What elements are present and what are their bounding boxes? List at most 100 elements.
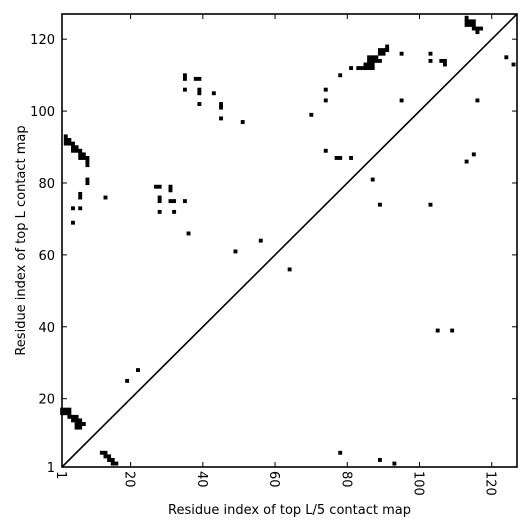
contact-cell-upper — [471, 19, 476, 24]
x-axis-ticks: 1 20 40 60 80 100 120 — [53, 14, 498, 496]
contact-cell-upper — [211, 91, 216, 96]
contact-cell-upper — [219, 102, 223, 106]
contact-cell-upper — [172, 209, 177, 214]
contact-cell-lower — [107, 454, 112, 459]
contact-cell-upper — [323, 87, 328, 92]
contact-cell-upper — [74, 148, 79, 153]
contact-cell-lower — [67, 407, 72, 412]
contact-marks — [60, 15, 516, 466]
contact-cell-upper — [370, 177, 375, 182]
contact-cell-upper — [475, 26, 480, 31]
contact-cell-lower — [78, 425, 83, 430]
x-tick-label: 1 — [53, 471, 68, 479]
contact-cell-upper — [363, 66, 368, 71]
contact-cell-upper — [399, 51, 404, 56]
y-axis-label: Residue index of top L contact map — [14, 125, 29, 355]
contact-cell-upper — [182, 87, 187, 92]
contact-cell-upper — [186, 231, 191, 236]
contact-cell-upper — [374, 55, 379, 60]
contact-cell-upper — [471, 152, 476, 157]
contact-cell-upper — [85, 181, 90, 186]
contact-cell-lower — [338, 450, 343, 455]
contact-cell-lower — [377, 458, 382, 462]
contact-cell-upper — [399, 98, 404, 103]
contact-cell-lower — [392, 461, 397, 466]
contact-cell-upper — [78, 148, 83, 153]
contact-cell-upper — [367, 55, 372, 60]
contact-cell-upper — [464, 22, 469, 27]
contact-cell-upper — [349, 66, 353, 71]
contact-cell-lower — [103, 450, 108, 455]
contact-cell-upper — [78, 206, 83, 211]
x-tick-label: 40 — [194, 471, 209, 488]
contact-cell-upper — [103, 195, 108, 200]
y-tick-label: 80 — [38, 177, 55, 192]
contact-cell-upper — [81, 156, 86, 160]
contact-cell-upper — [323, 148, 328, 153]
contact-cell-upper — [233, 249, 238, 254]
contact-cell-lower — [71, 414, 75, 419]
x-tick-label: 20 — [122, 471, 137, 488]
contact-cell-upper — [428, 58, 433, 63]
contact-cell-upper — [182, 199, 187, 204]
contact-cell-upper — [85, 159, 90, 164]
contact-cell-upper — [240, 120, 245, 124]
contact-cell-upper — [471, 26, 476, 31]
contact-cell-upper — [370, 62, 375, 67]
contact-cell-upper — [381, 51, 386, 56]
contact-cell-upper — [442, 62, 447, 67]
contact-cell-upper — [442, 58, 447, 63]
contact-cell-upper — [377, 48, 382, 53]
x-tick-label: 60 — [266, 471, 281, 488]
contact-cell-upper — [367, 62, 372, 67]
contact-cell-upper — [168, 199, 173, 204]
contact-cell-upper — [367, 66, 372, 71]
contact-cell-upper — [71, 145, 75, 150]
contact-cell-lower — [103, 454, 108, 459]
contact-cell-upper — [85, 163, 90, 168]
contact-cell-upper — [197, 102, 202, 106]
contact-cell-upper — [157, 195, 162, 200]
contact-cell-upper — [374, 58, 379, 63]
x-tick-label: 80 — [338, 471, 353, 488]
contact-cell-upper — [197, 76, 202, 81]
contact-cell-upper — [363, 62, 368, 67]
contact-cell-upper — [85, 156, 90, 160]
contact-cell-upper — [309, 112, 314, 117]
contact-cell-upper — [377, 202, 382, 207]
y-tick-label: 1 — [47, 461, 55, 476]
contact-cell-upper — [334, 156, 339, 160]
contact-cell-upper — [154, 184, 158, 189]
contact-cell-lower — [67, 411, 72, 416]
contact-cell-upper — [63, 138, 68, 142]
contact-cell-lower — [74, 418, 79, 423]
contact-cell-upper — [475, 30, 480, 35]
contact-cell-lower — [99, 450, 104, 455]
contact-cell-upper — [468, 22, 473, 27]
contact-cell-lower — [110, 458, 115, 462]
contact-cell-upper — [464, 159, 469, 164]
contact-cell-lower — [74, 414, 79, 419]
contact-cell-upper — [464, 15, 469, 20]
contact-cell-lower — [110, 461, 115, 466]
contact-cell-upper — [287, 267, 292, 272]
contact-cell-upper — [182, 73, 187, 78]
contact-cell-upper — [468, 19, 473, 24]
contact-cell-upper — [157, 184, 162, 189]
contact-cell-upper — [381, 48, 386, 53]
contact-cell-upper — [464, 19, 469, 24]
contact-cell-upper — [157, 199, 162, 204]
contact-cell-upper — [71, 148, 75, 153]
contact-cell-upper — [349, 156, 353, 160]
x-tick-label: 120 — [483, 471, 498, 496]
contact-cell-lower — [71, 418, 75, 423]
contact-cell-upper — [338, 73, 343, 78]
contact-cell-upper — [71, 206, 75, 211]
contact-cell-upper — [377, 58, 382, 63]
contact-cell-upper — [479, 26, 483, 31]
contact-cell-upper — [168, 188, 173, 193]
contact-cell-upper — [71, 141, 75, 146]
y-tick-label: 20 — [38, 393, 55, 408]
